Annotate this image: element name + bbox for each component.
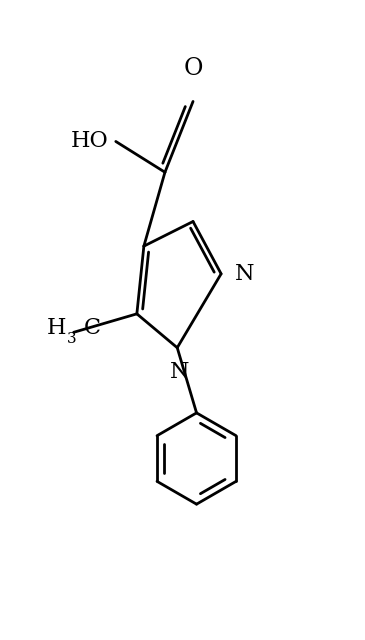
Text: N: N bbox=[169, 361, 189, 383]
Text: O: O bbox=[183, 58, 203, 80]
Text: C: C bbox=[83, 317, 100, 339]
Text: N: N bbox=[235, 263, 254, 285]
Text: HO: HO bbox=[70, 131, 108, 152]
Text: H: H bbox=[46, 317, 66, 339]
Text: 3: 3 bbox=[67, 332, 77, 346]
